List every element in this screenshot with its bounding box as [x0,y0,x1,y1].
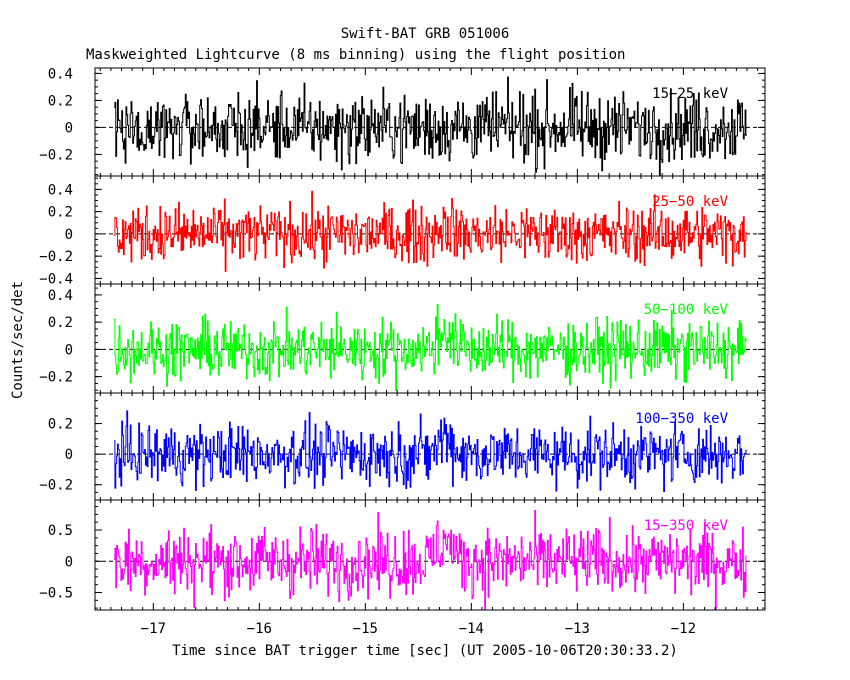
y-tick-label: 0 [65,447,73,463]
lightcurve-series [114,304,747,392]
y-tick-label: 0.2 [48,417,73,433]
panels-layer: −0.2 0 0.2 0.4 15−25 keV −0.4 −0.2 0 0.2 0.4 25−50… [39,66,766,637]
y-tick-label: 0.4 [48,182,73,198]
band-label: 15−350 keV [644,518,729,534]
y-tick-label: 0.2 [48,315,73,331]
lightcurve-series [114,190,747,272]
y-tick-label: 0.2 [48,205,73,221]
y-tick-label: 0.2 [48,93,73,109]
panel-2: −0.4 −0.2 0 0.2 0.4 25−50 keV [39,175,766,287]
panel-3: −0.2 0 0.2 0.4 50−100 keV [39,283,766,394]
y-tick-label: 0.4 [48,66,73,82]
x-tick-label: −12 [671,621,696,637]
panel-5: −0.5 0 0.5 15−350 keV [39,499,766,611]
x-tick-label: −17 [141,621,166,637]
panel-frame [94,499,766,611]
y-axis-label: Counts/sec/det [10,281,26,399]
x-tick-label: −14 [459,621,484,637]
y-tick-label: 0 [65,120,73,136]
lightcurve-series [114,410,747,493]
panel-1: −0.2 0 0.2 0.4 15−25 keV [39,66,766,177]
y-tick-label: −0.5 [39,586,73,602]
panel-4: −0.2 0 0.2 100−350 keV [39,392,766,501]
lightcurve-series [114,76,747,177]
x-axis-label: Time since BAT trigger time [sec] (UT 20… [172,643,678,659]
y-tick-label: −0.2 [39,249,73,265]
band-label: 50−100 keV [644,302,729,318]
y-tick-label: 0.5 [48,523,73,539]
chart-subtitle: Maskweighted Lightcurve (8 ms binning) u… [86,47,625,63]
x-tick-label: −15 [353,621,378,637]
band-label: 100−350 keV [635,411,728,427]
y-tick-label: 0 [65,342,73,358]
y-tick-label: −0.4 [39,271,73,287]
y-tick-label: −0.2 [39,370,73,386]
x-tick-label: −16 [247,621,272,637]
chart-title: Swift-BAT GRB 051006 [341,26,510,42]
band-label: 15−25 keV [652,86,728,102]
lightcurve-series [114,510,747,611]
y-tick-label: −0.2 [39,147,73,163]
y-tick-label: 0 [65,554,73,570]
y-tick-label: 0 [65,227,73,243]
x-tick-label: −13 [565,621,590,637]
y-tick-label: 0.4 [48,288,73,304]
y-tick-label: −0.2 [39,478,73,494]
band-label: 25−50 keV [652,194,728,210]
